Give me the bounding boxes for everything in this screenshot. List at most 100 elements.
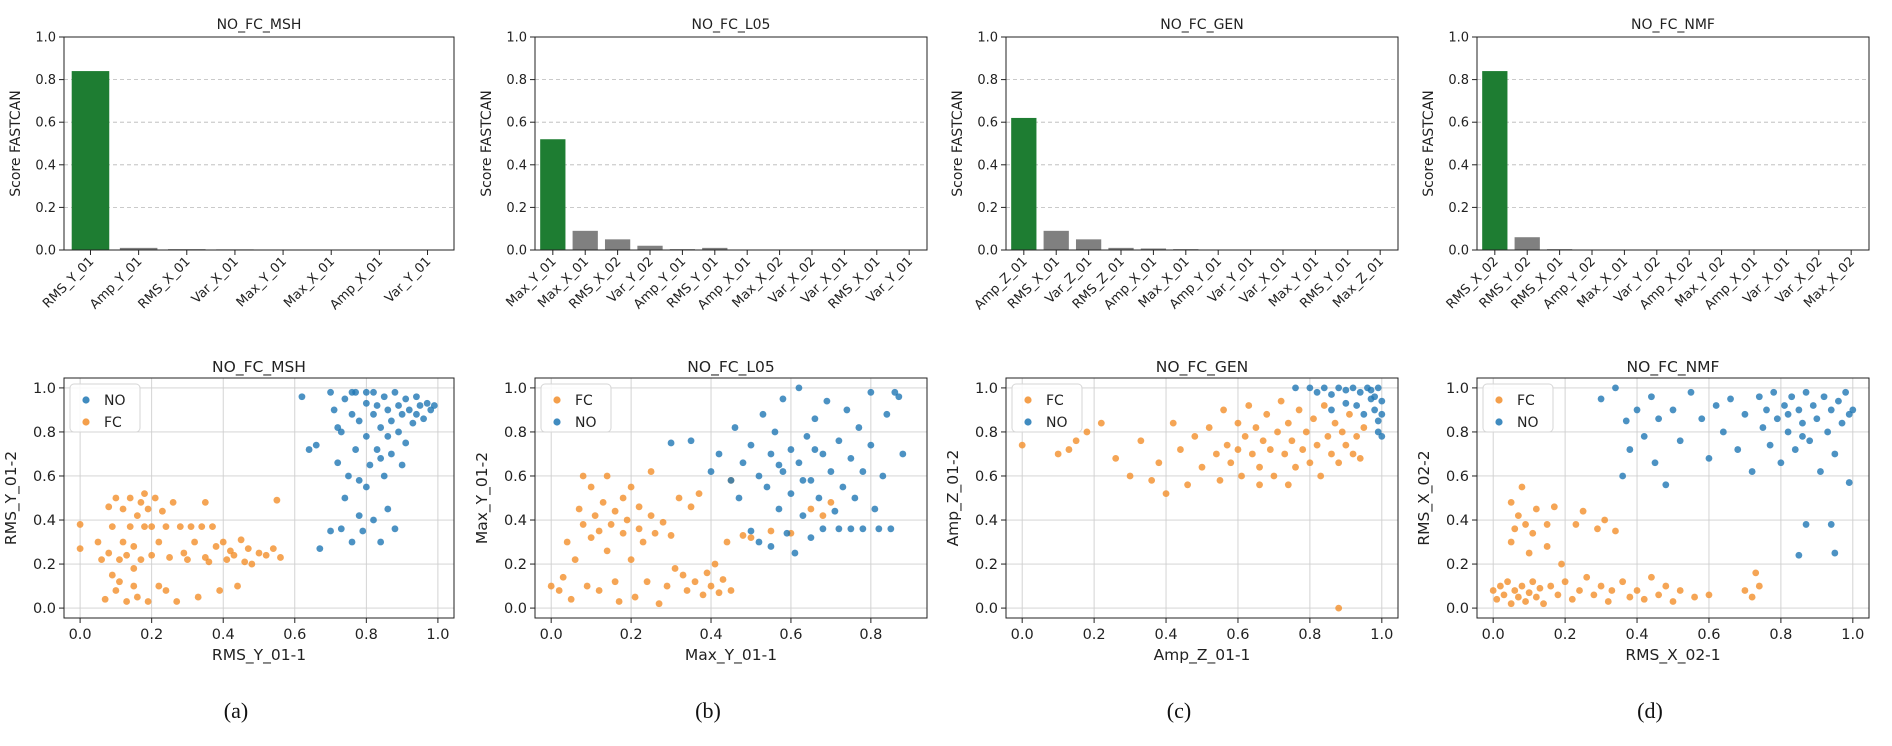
scatter-point xyxy=(362,432,370,440)
scatter-point xyxy=(191,538,198,546)
scatter-point xyxy=(327,527,334,535)
scatter-point xyxy=(1335,384,1343,392)
scatter-point xyxy=(715,450,723,458)
scatter-point xyxy=(337,525,345,533)
y-axis-label: Score FASTCAN xyxy=(8,90,24,196)
y-tick-label: 0.2 xyxy=(977,201,998,216)
scatter-point xyxy=(799,476,807,484)
scatter-point xyxy=(1536,584,1544,592)
scatter-point xyxy=(731,424,739,431)
scatter-point xyxy=(119,538,127,546)
scatter-point xyxy=(567,595,575,603)
y-tick-label: 0.8 xyxy=(35,73,56,88)
y-tick-label: 0.4 xyxy=(977,158,998,173)
scatter-point xyxy=(811,415,819,423)
scatter-point xyxy=(739,459,747,467)
scatter-point xyxy=(187,523,195,531)
bar xyxy=(1140,248,1167,250)
scatter-point xyxy=(1072,437,1080,445)
scatter-point xyxy=(223,556,231,564)
bar xyxy=(71,71,110,250)
y-tick-label: 0.6 xyxy=(33,469,56,485)
scatter-point xyxy=(1270,472,1278,480)
scatter-point xyxy=(1342,399,1350,407)
scatter-point xyxy=(1205,424,1213,431)
legend: FC NO xyxy=(540,383,612,433)
scatter-point xyxy=(1292,463,1299,471)
scatter-point xyxy=(1378,397,1386,405)
legend-label: FC xyxy=(1517,393,1535,409)
scatter-point xyxy=(1662,481,1670,489)
scatter-point xyxy=(667,439,675,447)
y-tick-label: 0.8 xyxy=(33,425,56,441)
scatter-point xyxy=(262,551,270,559)
scatter-point xyxy=(1317,472,1325,480)
scatter-point xyxy=(248,560,256,568)
scatter-point xyxy=(783,529,791,537)
scatter-point xyxy=(1543,543,1551,550)
scatter-point xyxy=(1838,419,1846,427)
x-tick-label: 0.8 xyxy=(355,627,378,643)
y-tick-label: 1.0 xyxy=(506,31,527,46)
scatter-point xyxy=(1633,406,1641,414)
scatter-point xyxy=(151,494,159,502)
scatter-point xyxy=(1259,437,1267,445)
scatter-point xyxy=(1349,384,1357,392)
scatter-point xyxy=(1748,593,1756,601)
scatter-point xyxy=(1302,428,1310,436)
scatter-point xyxy=(811,446,819,453)
scatter-point xyxy=(1766,441,1774,449)
scatter-point xyxy=(1622,417,1630,425)
y-tick-label: 0.0 xyxy=(975,601,998,617)
bar xyxy=(1011,117,1037,250)
scatter-point xyxy=(1669,406,1677,414)
scatter-point xyxy=(727,587,735,594)
scatter-point xyxy=(370,410,377,418)
scatter-point xyxy=(116,556,123,564)
legend-marker xyxy=(82,396,90,404)
scatter-point xyxy=(1705,591,1713,599)
scatter-point xyxy=(108,523,116,531)
scatter-point xyxy=(380,472,388,480)
y-tick-label: 0.6 xyxy=(975,469,998,485)
scatter-point xyxy=(1626,593,1634,601)
scatter-point xyxy=(583,582,591,590)
x-tick-label: 0.0 xyxy=(1011,627,1034,643)
scatter-point xyxy=(1335,604,1343,612)
scatter-point xyxy=(659,518,667,526)
scatter-point xyxy=(305,446,313,453)
scatter-point xyxy=(1155,459,1163,467)
scatter-point xyxy=(1507,600,1515,608)
scatter-point xyxy=(1640,595,1648,603)
y-tick-label: 0.4 xyxy=(33,513,56,529)
scatter-point xyxy=(184,556,191,564)
legend-label: FC xyxy=(1046,393,1064,409)
scatter-point xyxy=(1662,582,1670,590)
scatter-point xyxy=(1820,393,1828,401)
scatter-point xyxy=(1184,481,1192,489)
scatter-point xyxy=(1777,459,1785,467)
y-tick-label: 0.0 xyxy=(33,601,56,617)
plot-frame xyxy=(534,377,928,619)
y-tick-label: 0.4 xyxy=(1446,513,1469,529)
y-tick-label: 0.2 xyxy=(504,557,527,573)
scatter-point xyxy=(819,525,827,533)
plot-frame xyxy=(1476,36,1870,251)
scatter-chart-3: 0.0 0.2 0.4 0.6 0.8 1.0 0.0 0.2 0.4 0.6 0.8 1.0 NO_F… xyxy=(944,358,1399,665)
scatter-point xyxy=(1378,410,1386,418)
scatter-point xyxy=(1705,454,1713,462)
legend-marker xyxy=(553,418,561,426)
bar-chart-4: 0.00.20.40.60.81.0RMS_X_02RMS_Y_02RMS_X_… xyxy=(1421,17,1870,313)
scatter-point xyxy=(1353,402,1361,409)
scatter-point xyxy=(1612,384,1619,392)
y-tick-label: 0.8 xyxy=(975,425,998,441)
x-tick-label: 0.0 xyxy=(1482,627,1505,643)
scatter-point xyxy=(1597,582,1605,590)
scatter-point xyxy=(362,388,370,396)
scatter-point xyxy=(1241,432,1249,440)
scatter-point xyxy=(579,521,587,528)
scatter-point xyxy=(635,525,643,533)
scatter-point xyxy=(137,556,145,564)
scatter-point xyxy=(1619,472,1627,480)
y-tick-label: 0.4 xyxy=(975,513,998,529)
